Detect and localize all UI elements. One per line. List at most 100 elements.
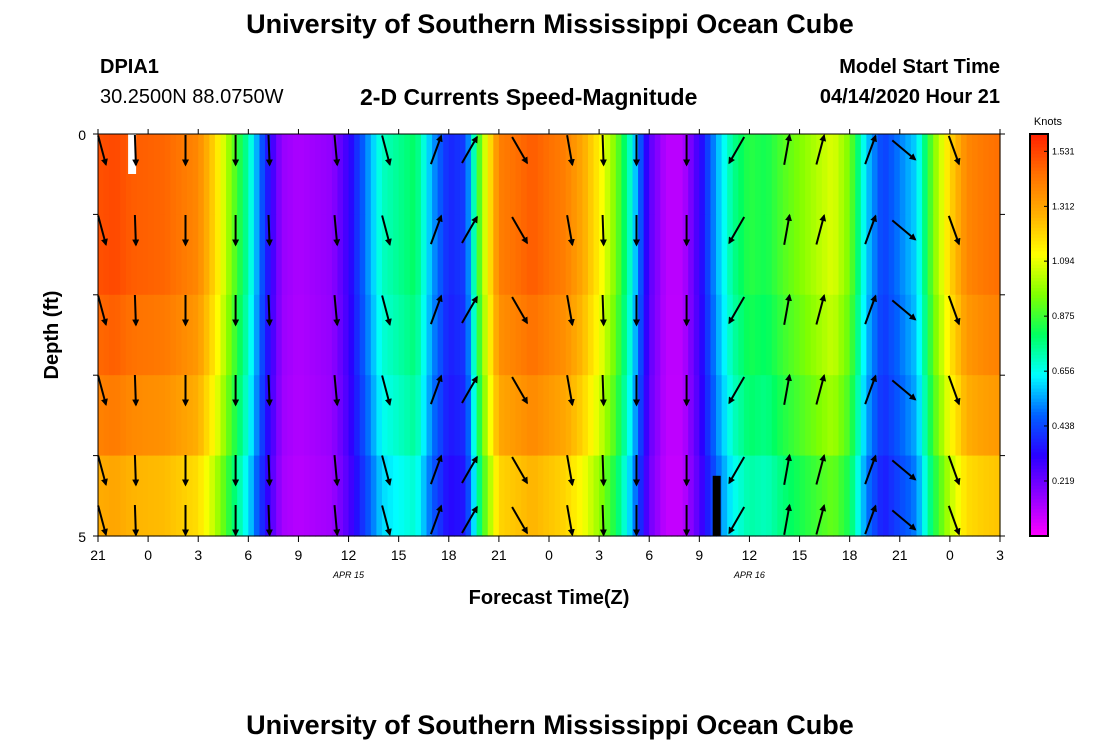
heatmap-cell [253, 134, 261, 215]
heatmap-cell [560, 214, 567, 296]
heatmap-cell [487, 214, 494, 296]
current-vector [891, 509, 917, 531]
heatmap-cell [654, 214, 661, 296]
heatmap-cell [181, 455, 188, 537]
heatmap-cell [782, 375, 790, 457]
colorbar-swatch [1030, 391, 1048, 396]
colorbar-swatch [1030, 452, 1048, 457]
heatmap-cell [793, 214, 801, 296]
heatmap-cell [198, 134, 205, 215]
heatmap-cell [103, 375, 110, 457]
heatmap-cell [933, 294, 940, 376]
heatmap-cell [988, 455, 996, 537]
colorbar-swatch [1030, 448, 1048, 453]
colorbar-swatch [1030, 271, 1048, 276]
heatmap-cell [844, 294, 851, 376]
x-tick-label: 15 [391, 547, 407, 563]
heatmap-cell [226, 214, 233, 296]
heatmap-cell [877, 214, 884, 296]
colorbar-swatch [1030, 472, 1048, 477]
heatmap-cell [381, 134, 389, 215]
colorbar-swatch [1030, 137, 1048, 142]
heatmap-cell [582, 294, 589, 376]
colorbar-swatch [1030, 211, 1048, 215]
heatmap-cell [933, 214, 940, 296]
heatmap-cell [710, 294, 717, 376]
heatmap-cell [755, 214, 762, 296]
heatmap-cell [883, 294, 890, 376]
heatmap-cell [643, 294, 650, 376]
heatmap-cell [454, 214, 461, 296]
colorbar-swatch [1030, 150, 1048, 155]
heatmap-cell [793, 294, 801, 376]
colorbar-swatch [1030, 368, 1048, 373]
heatmap-cell [782, 294, 790, 376]
heatmap-cell [326, 455, 333, 537]
heatmap-cell [832, 294, 840, 376]
current-vector [132, 294, 140, 327]
heatmap-cell [420, 294, 428, 376]
heatmap-cell [832, 214, 840, 296]
heatmap-cell [448, 375, 455, 457]
heatmap-cell [342, 375, 350, 457]
heatmap-cell [309, 294, 316, 376]
heatmap-cell [159, 375, 166, 457]
heatmap-cell [955, 214, 962, 296]
x-tick-label: 18 [842, 547, 858, 563]
current-vector [815, 214, 827, 245]
heatmap-cell [660, 294, 667, 376]
heatmap-cell [192, 294, 199, 376]
heatmap-cell [604, 134, 611, 215]
heatmap-cell [198, 214, 205, 296]
heatmap-cell [209, 294, 216, 376]
heatmap-cell [454, 375, 461, 457]
heatmap-cell [899, 214, 906, 296]
heatmap-cell [504, 375, 511, 457]
heatmap-cell [153, 134, 160, 215]
heatmap-cell [899, 455, 906, 537]
current-vector [381, 505, 392, 536]
heatmap-cell [955, 455, 962, 537]
heatmap-cell [398, 214, 405, 296]
heatmap-cell [448, 134, 455, 215]
heatmap-cell [359, 134, 366, 215]
heatmap-cell [292, 134, 300, 215]
heatmap-cell [838, 375, 845, 457]
heatmap-cell [599, 375, 606, 457]
heatmap-cell [955, 375, 962, 457]
heatmap-cell [493, 455, 500, 537]
colorbar-swatch [1030, 351, 1048, 356]
heatmap-cell [743, 294, 751, 376]
colorbar-swatch [1030, 479, 1048, 483]
colorbar-swatch [1030, 304, 1048, 309]
heatmap-cell [671, 134, 678, 215]
x-tick-label: 9 [295, 547, 303, 563]
heatmap-cell [693, 134, 700, 215]
heatmap-cell [393, 134, 400, 215]
colorbar-swatch [1030, 311, 1048, 316]
heatmap-cell [393, 455, 400, 537]
heatmap-cell [437, 134, 444, 215]
heatmap-cell [621, 375, 628, 457]
current-vector [891, 299, 917, 321]
heatmap-cell [109, 455, 116, 537]
heatmap-cell [827, 294, 834, 376]
heatmap-cell [716, 214, 723, 296]
heatmap-cell [615, 455, 622, 537]
heatmap-cell [142, 134, 149, 215]
heatmap-cell [510, 214, 517, 296]
colorbar-swatch [1030, 505, 1048, 510]
current-vector [947, 455, 961, 486]
heatmap-cell [910, 375, 918, 457]
current-vector [599, 134, 607, 167]
heatmap-cell [732, 134, 739, 215]
heatmap-cell [298, 375, 305, 457]
heatmap-cell [276, 134, 283, 215]
heatmap-cell [944, 214, 951, 296]
heatmap-cell [716, 134, 723, 215]
colorbar-tick-label: 0.219 [1052, 476, 1075, 486]
colorbar-tick-label: 0.438 [1052, 421, 1075, 431]
colorbar-swatch [1030, 475, 1048, 480]
current-vector [333, 455, 341, 487]
heatmap-cell [582, 134, 589, 215]
